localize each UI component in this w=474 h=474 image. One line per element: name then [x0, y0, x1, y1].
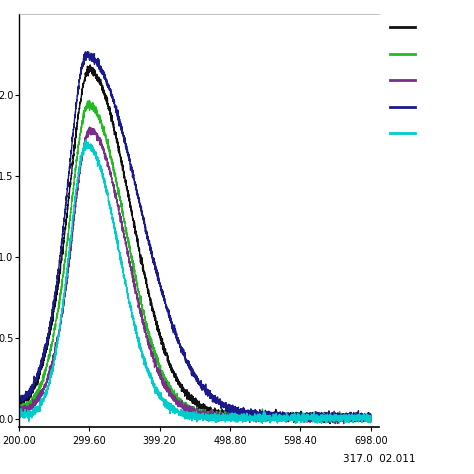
Text: 317.0  02.011: 317.0 02.011: [343, 454, 415, 464]
Legend: , , , , : , , , ,: [390, 21, 418, 141]
